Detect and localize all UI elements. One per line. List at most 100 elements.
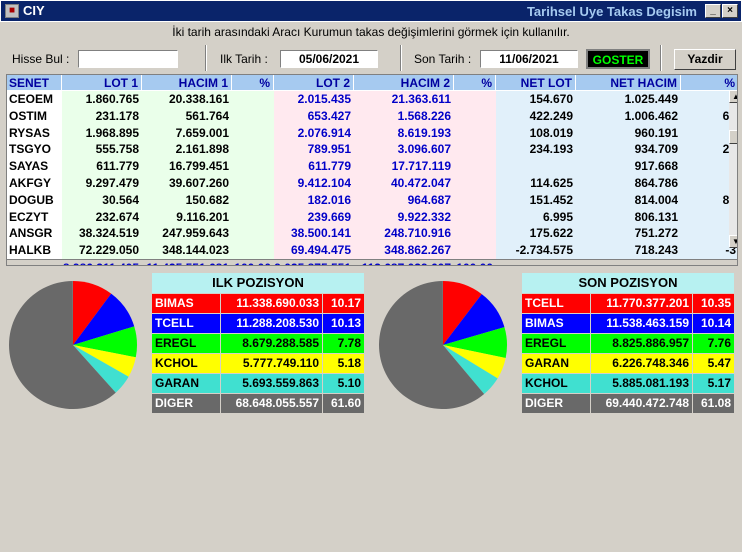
table-cell[interactable]: 231.178 — [62, 107, 142, 125]
table-cell[interactable]: 175.622 — [496, 225, 576, 243]
table-cell[interactable]: 964.687 — [354, 191, 454, 209]
table-cell[interactable] — [232, 242, 274, 259]
son-tarih-field[interactable]: 11/06/2021 — [480, 50, 578, 68]
table-cell[interactable]: 2.015.435 — [274, 91, 354, 108]
table-cell[interactable]: 17.717.119 — [354, 158, 454, 175]
table-cell[interactable]: ANSGR — [7, 225, 62, 243]
close-icon[interactable]: × — [722, 4, 738, 18]
table-cell[interactable]: 108.019 — [496, 124, 576, 142]
table-cell[interactable]: -3 — [681, 242, 737, 259]
table-cell[interactable]: 30.564 — [62, 191, 142, 209]
table-cell[interactable]: 934.709 — [576, 141, 681, 159]
table-cell[interactable]: 7.659.001 — [142, 124, 232, 142]
column-header[interactable]: NET LOT — [496, 75, 576, 91]
column-header[interactable]: SENET — [7, 75, 62, 91]
table-cell[interactable]: AKFGY — [7, 174, 62, 192]
table-cell[interactable]: 20.338.161 — [142, 91, 232, 108]
hisse-search-input[interactable] — [78, 50, 178, 68]
table-cell[interactable] — [681, 158, 737, 175]
table-cell[interactable]: CEOEM — [7, 91, 62, 108]
table-cell[interactable] — [232, 107, 274, 125]
table-cell[interactable]: 917.668 — [576, 158, 681, 175]
table-cell[interactable]: 718.243 — [576, 242, 681, 259]
table-cell[interactable] — [454, 174, 496, 192]
ilk-tarih-field[interactable]: 05/06/2021 — [280, 50, 378, 68]
table-cell[interactable] — [454, 208, 496, 226]
table-cell[interactable]: 1.025.449 — [576, 91, 681, 108]
table-cell[interactable]: 1.968.895 — [62, 124, 142, 142]
table-cell[interactable]: 39.607.260 — [142, 174, 232, 192]
yazdir-button[interactable]: Yazdir — [674, 49, 736, 70]
table-cell[interactable] — [232, 174, 274, 192]
table-cell[interactable]: 561.764 — [142, 107, 232, 125]
table-cell[interactable]: 234.193 — [496, 141, 576, 159]
column-header[interactable]: LOT 1 — [62, 75, 142, 91]
table-cell[interactable]: ECZYT — [7, 208, 62, 226]
table-cell[interactable]: 422.249 — [496, 107, 576, 125]
column-header[interactable]: NET HACIM — [576, 75, 681, 91]
table-cell[interactable]: 6.995 — [496, 208, 576, 226]
table-cell[interactable]: RYSAS — [7, 124, 62, 142]
table-cell[interactable]: 555.758 — [62, 141, 142, 159]
table-cell[interactable]: 864.786 — [576, 174, 681, 192]
table-cell[interactable]: 154.670 — [496, 91, 576, 108]
table-cell[interactable]: 239.669 — [274, 208, 354, 226]
table-cell[interactable] — [232, 158, 274, 175]
table-cell[interactable] — [454, 91, 496, 108]
table-cell[interactable]: 9.116.201 — [142, 208, 232, 226]
table-cell[interactable] — [454, 141, 496, 159]
table-cell[interactable]: -2.734.575 — [496, 242, 576, 259]
table-cell[interactable]: 114.625 — [496, 174, 576, 192]
table-cell[interactable] — [454, 242, 496, 259]
table-cell[interactable]: 611.779 — [62, 158, 142, 175]
table-cell[interactable] — [232, 208, 274, 226]
table-cell[interactable]: 16.799.451 — [142, 158, 232, 175]
column-header[interactable]: % — [681, 75, 737, 91]
table-cell[interactable]: 806.131 — [576, 208, 681, 226]
column-header[interactable]: % — [454, 75, 496, 91]
table-cell[interactable]: 72.229.050 — [62, 242, 142, 259]
table-cell[interactable]: 960.191 — [576, 124, 681, 142]
table-cell[interactable]: 751.272 — [576, 225, 681, 243]
table-cell[interactable]: 653.427 — [274, 107, 354, 125]
table-cell[interactable]: 1.006.462 — [576, 107, 681, 125]
scroll-down-icon[interactable]: ▼ — [729, 235, 737, 248]
table-cell[interactable]: 2.076.914 — [274, 124, 354, 142]
table-cell[interactable]: TSGYO — [7, 141, 62, 159]
table-cell[interactable] — [232, 191, 274, 209]
table-cell[interactable]: 182.016 — [274, 191, 354, 209]
table-cell[interactable]: 40.472.047 — [354, 174, 454, 192]
column-header[interactable]: HACIM 2 — [354, 75, 454, 91]
table-cell[interactable] — [496, 158, 576, 175]
table-cell[interactable]: 2.161.898 — [142, 141, 232, 159]
table-cell[interactable]: 248.710.916 — [354, 225, 454, 243]
table-cell[interactable]: 348.144.023 — [142, 242, 232, 259]
table-cell[interactable]: 151.452 — [496, 191, 576, 209]
data-table[interactable]: SENET CEOEM OSTIM RYSAS TSGYO SAYAS AKFGY DOGUB… — [6, 74, 738, 266]
table-cell[interactable]: 814.004 — [576, 191, 681, 209]
column-header[interactable]: % — [232, 75, 274, 91]
table-cell[interactable]: 21.363.611 — [354, 91, 454, 108]
table-cell[interactable] — [454, 124, 496, 142]
table-cell[interactable]: 150.682 — [142, 191, 232, 209]
table-cell[interactable]: 348.862.267 — [354, 242, 454, 259]
table-cell[interactable] — [454, 191, 496, 209]
column-header[interactable]: HACIM 1 — [142, 75, 232, 91]
table-cell[interactable]: 9.922.332 — [354, 208, 454, 226]
table-scrollbar[interactable]: ▲▼ — [729, 90, 737, 248]
table-cell[interactable]: 1.568.226 — [354, 107, 454, 125]
minimize-icon[interactable]: _ — [705, 4, 721, 18]
table-cell[interactable] — [454, 225, 496, 243]
table-cell[interactable]: DOGUB — [7, 191, 62, 209]
table-cell[interactable]: 247.959.643 — [142, 225, 232, 243]
scroll-thumb[interactable] — [729, 130, 737, 144]
column-header[interactable]: LOT 2 — [274, 75, 354, 91]
goster-button[interactable]: GOSTER — [586, 49, 650, 69]
table-cell[interactable]: 69.494.475 — [274, 242, 354, 259]
table-cell[interactable] — [454, 158, 496, 175]
table-cell[interactable] — [232, 124, 274, 142]
table-cell[interactable]: 9.412.104 — [274, 174, 354, 192]
table-cell[interactable] — [232, 91, 274, 108]
table-cell[interactable]: 232.674 — [62, 208, 142, 226]
table-cell[interactable]: 9.297.479 — [62, 174, 142, 192]
